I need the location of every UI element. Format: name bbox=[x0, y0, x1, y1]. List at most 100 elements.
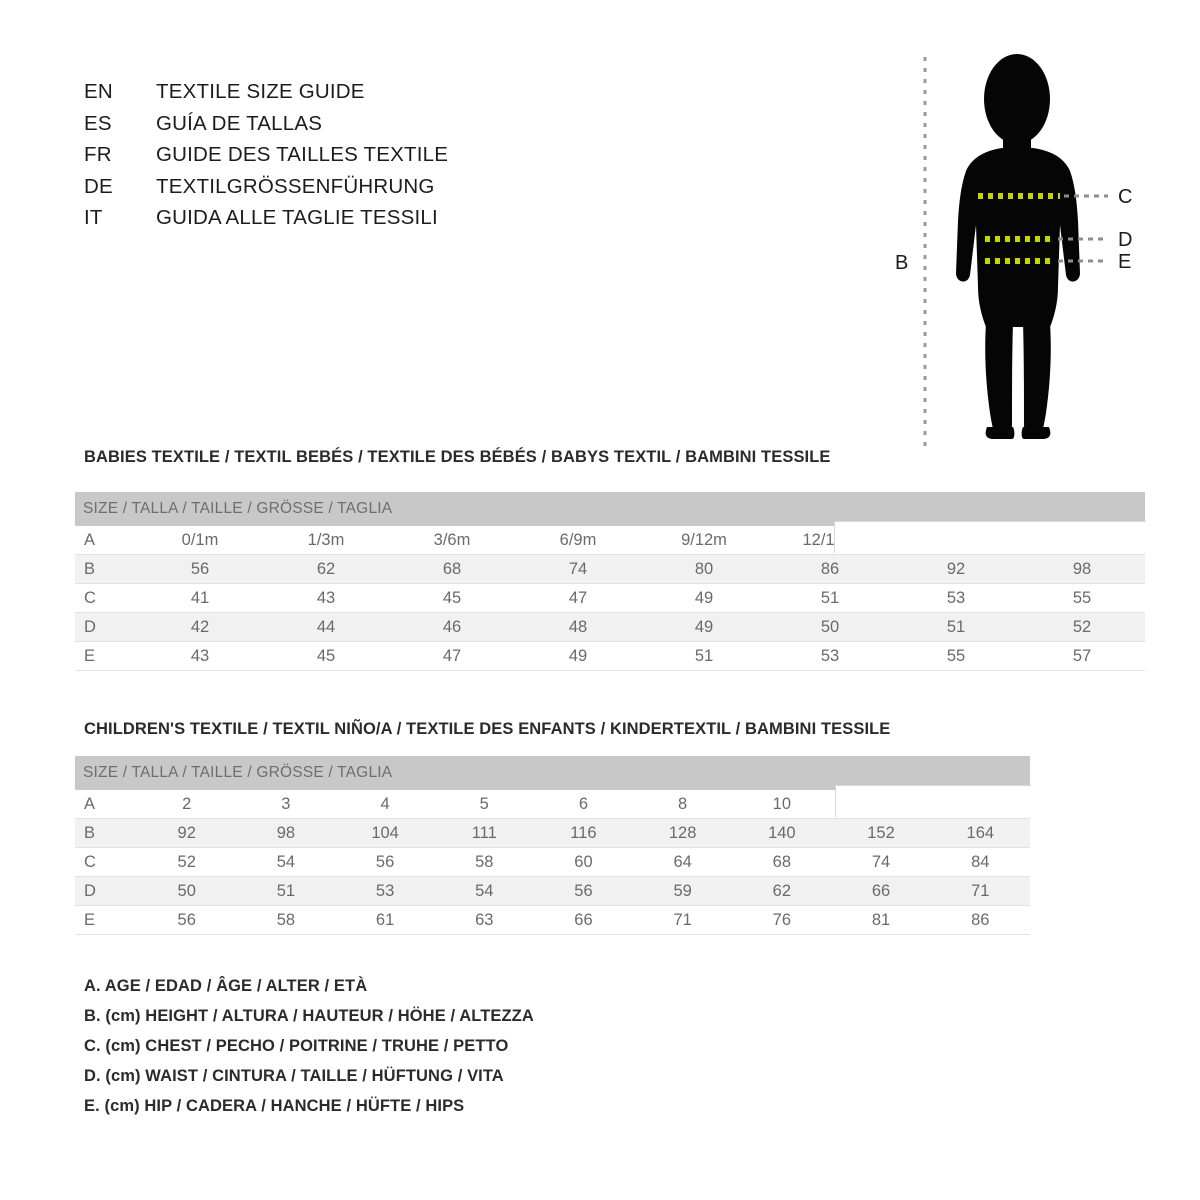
row-label: E bbox=[75, 641, 137, 671]
table-cell: 50 bbox=[767, 612, 893, 642]
language-row: EN TEXTILE SIZE GUIDE bbox=[84, 80, 604, 112]
table-cell: 12 bbox=[831, 790, 931, 819]
table-header-row: SIZE / TALLA / TAILLE / GRÖSSE / TAGLIA bbox=[75, 756, 1030, 790]
table-cell: 68 bbox=[732, 847, 832, 877]
table-cell: 64 bbox=[633, 847, 733, 877]
table-cell: 58 bbox=[236, 905, 336, 935]
language-title: TEXTILGRÖSSENFÜHRUNG bbox=[156, 174, 435, 198]
table-cell: 47 bbox=[389, 641, 515, 671]
table-cell: 5 bbox=[434, 790, 534, 819]
table-cell: 57 bbox=[1019, 641, 1146, 671]
language-code: FR bbox=[84, 143, 112, 166]
table-row: D 50 51 53 54 56 59 62 66 71 bbox=[75, 876, 1030, 906]
table-cell: 12/18m bbox=[767, 526, 893, 555]
table-cell: 116 bbox=[533, 818, 634, 848]
table-cell: 51 bbox=[641, 641, 767, 671]
legend-item-e: E. (cm) HIP / CADERA / HANCHE / HÜFTE / … bbox=[84, 1097, 465, 1115]
language-row: IT GUIDA ALLE TAGLIE TESSILI bbox=[84, 206, 604, 238]
table-cell: 43 bbox=[263, 583, 389, 613]
table-cell: 71 bbox=[930, 876, 1030, 906]
children-size-table: SIZE / TALLA / TAILLE / GRÖSSE / TAGLIA … bbox=[75, 756, 1030, 935]
table-cell: 53 bbox=[893, 583, 1019, 613]
legend-item-a: A. AGE / EDAD / ÂGE / ALTER / ETÀ bbox=[84, 977, 368, 995]
table-cell: 54 bbox=[434, 876, 534, 906]
language-title: GUIDE DES TAILLES TEXTILE bbox=[156, 143, 449, 166]
table-cell: 18/24m bbox=[893, 526, 1019, 555]
table-cell: 45 bbox=[389, 583, 515, 613]
table-cell: 74 bbox=[515, 554, 641, 584]
table-cell: 52 bbox=[1019, 612, 1146, 642]
table-header-row: SIZE / TALLA / TAILLE / GRÖSSE / TAGLIA bbox=[75, 492, 1146, 526]
legend-item-b: B. (cm) HEIGHT / ALTURA / HAUTEUR / HÖHE… bbox=[84, 1007, 534, 1025]
legend-item-d: D. (cm) WAIST / CINTURA / TAILLE / HÜFTU… bbox=[84, 1067, 504, 1085]
table-cell: 60 bbox=[533, 847, 634, 877]
table-cell: 56 bbox=[137, 905, 237, 935]
table-cell: 98 bbox=[1019, 554, 1146, 584]
table-cell: 66 bbox=[831, 876, 931, 906]
language-header-block: EN TEXTILE SIZE GUIDE ES GUÍA DE TALLAS … bbox=[84, 80, 604, 238]
table-cell: 68 bbox=[389, 554, 515, 584]
table-cell: 46 bbox=[389, 612, 515, 642]
table-cell: 42 bbox=[137, 612, 263, 642]
table-cell: 58 bbox=[434, 847, 534, 877]
language-row: FR GUIDE DES TAILLES TEXTILE bbox=[84, 143, 604, 175]
babies-size-table: SIZE / TALLA / TAILLE / GRÖSSE / TAGLIA … bbox=[75, 492, 1146, 671]
table-cell: 44 bbox=[263, 612, 389, 642]
language-code: DE bbox=[84, 174, 113, 198]
table-cell: 48 bbox=[515, 612, 641, 642]
language-row: ES GUÍA DE TALLAS bbox=[84, 112, 604, 144]
row-label: C bbox=[75, 847, 138, 877]
table-cell: 59 bbox=[633, 876, 733, 906]
table-cell: 50 bbox=[137, 876, 237, 906]
chest-label-c: C bbox=[1118, 186, 1132, 208]
table-row: C 41 43 45 47 49 51 53 55 bbox=[75, 583, 1146, 613]
babies-section-title: BABIES TEXTILE / TEXTIL BEBÉS / TEXTILE … bbox=[84, 448, 831, 466]
table-cell: 52 bbox=[137, 847, 237, 877]
table-cell: 164 bbox=[930, 818, 1030, 848]
table-cell: 10 bbox=[732, 790, 832, 819]
table-cell: 53 bbox=[335, 876, 435, 906]
table-cell: 1/3m bbox=[263, 526, 389, 555]
table-row: A 0/1m 1/3m 3/6m 6/9m 9/12m 12/18m 18/24… bbox=[75, 526, 1146, 555]
table-cell: 47 bbox=[515, 583, 641, 613]
row-label: C bbox=[75, 583, 137, 613]
table-row: C 52 54 56 58 60 64 68 74 84 bbox=[75, 847, 1030, 877]
table-cell: 128 bbox=[633, 818, 733, 848]
table-cell: 0/1m bbox=[137, 526, 263, 555]
table-cell: 2 bbox=[137, 790, 237, 819]
table-cell: 6/9m bbox=[515, 526, 641, 555]
language-code: ES bbox=[84, 111, 112, 135]
table-cell: 6 bbox=[533, 790, 634, 819]
row-label: B bbox=[75, 818, 138, 848]
table-cell: 86 bbox=[930, 905, 1030, 935]
table-cell: 41 bbox=[137, 583, 263, 613]
table-cell: 8 bbox=[633, 790, 733, 819]
row-label: A bbox=[75, 526, 137, 555]
table-cell: 111 bbox=[434, 818, 534, 848]
table-cell: 3 bbox=[236, 790, 336, 819]
row-label: D bbox=[75, 612, 137, 642]
hip-label-e: E bbox=[1118, 251, 1131, 273]
legend-item-c: C. (cm) CHEST / PECHO / POITRINE / TRUHE… bbox=[84, 1037, 509, 1055]
table-cell: 63 bbox=[434, 905, 534, 935]
table-cell: 54 bbox=[236, 847, 336, 877]
table-cell: 152 bbox=[831, 818, 931, 848]
table-cell: 62 bbox=[732, 876, 832, 906]
table-cell: 62 bbox=[263, 554, 389, 584]
table-cell: 81 bbox=[831, 905, 931, 935]
table-cell: 49 bbox=[641, 612, 767, 642]
table-cell: 9/12m bbox=[641, 526, 767, 555]
table-cell: 80 bbox=[641, 554, 767, 584]
table-cell: 61 bbox=[335, 905, 435, 935]
table-cell: 86 bbox=[767, 554, 893, 584]
row-label: A bbox=[75, 790, 138, 819]
table-cell: 84 bbox=[930, 847, 1030, 877]
table-row: B 56 62 68 74 80 86 92 98 bbox=[75, 554, 1146, 584]
table-cell: 74 bbox=[831, 847, 931, 877]
language-title: GUIDA ALLE TAGLIE TESSILI bbox=[156, 206, 438, 229]
table-cell: 51 bbox=[767, 583, 893, 613]
table-cell: 3/6m bbox=[389, 526, 515, 555]
table-cell: 55 bbox=[1019, 583, 1146, 613]
row-label: E bbox=[75, 905, 138, 935]
table-cell: 45 bbox=[263, 641, 389, 671]
